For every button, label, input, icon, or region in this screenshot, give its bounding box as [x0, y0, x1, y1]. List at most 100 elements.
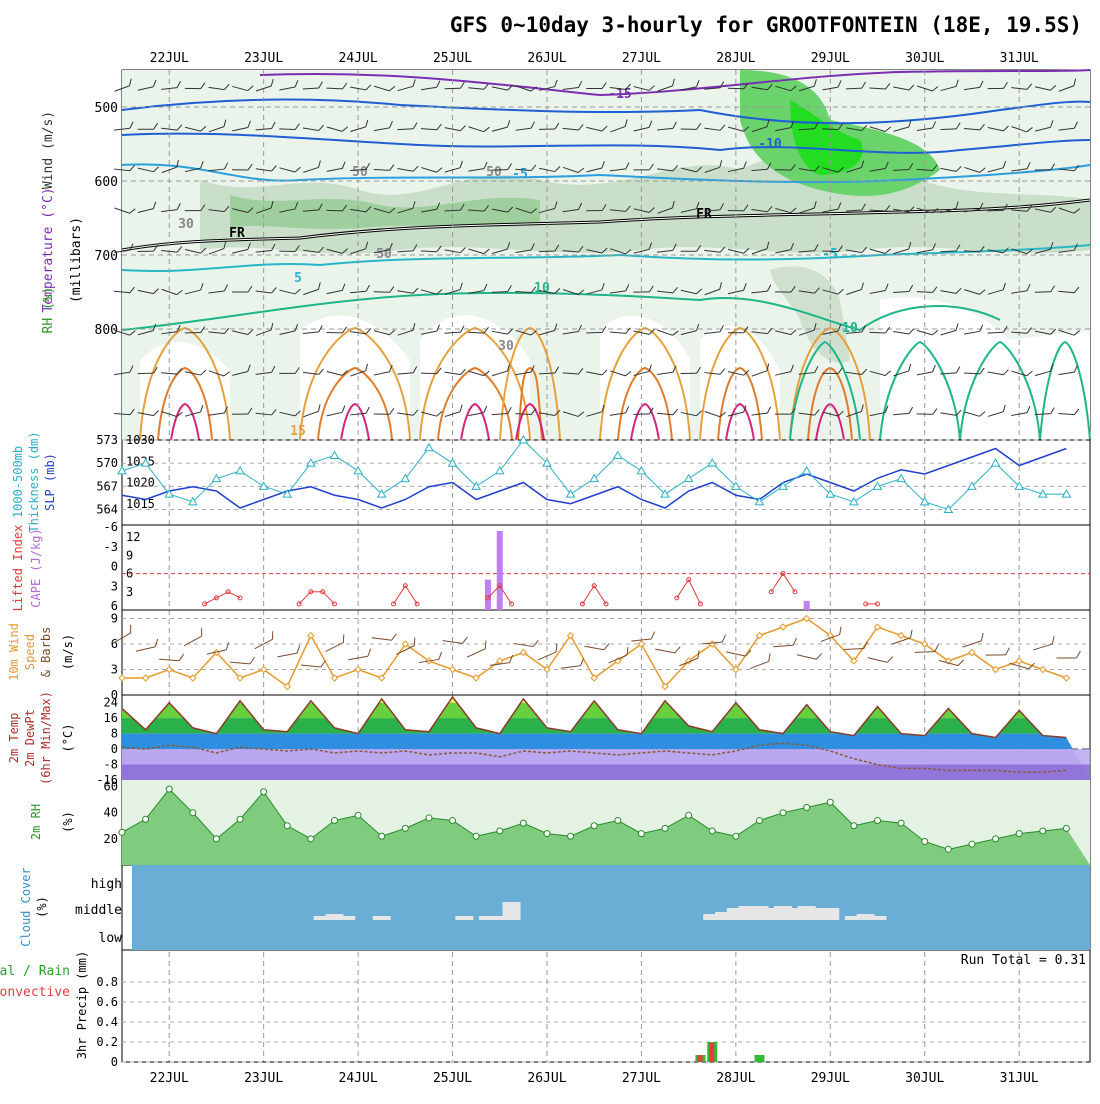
thickness-point [992, 459, 1000, 466]
cape-panel-frame [122, 525, 1090, 610]
wind10-tick-label: 9 [111, 612, 118, 626]
wind10-barb [868, 651, 893, 664]
wind10-barb-shaft [561, 666, 581, 668]
isotherm-label: 10 [534, 281, 550, 296]
top-day-label: 28JUL [716, 51, 755, 66]
rh2m-point [520, 820, 526, 826]
rh2m-point [166, 786, 172, 792]
rh2m-tick-label: 40 [104, 806, 118, 820]
wind10-barb [726, 645, 751, 657]
lifted-index-label: Lifted Index [11, 525, 25, 612]
wind10-barb-shaft [184, 636, 201, 646]
lifted-index-tick-label: 3 [111, 579, 118, 593]
temp-label-3: (6hr Min/Max) [39, 691, 53, 785]
barb-shaft [940, 129, 956, 130]
wind10-barb-shaft [797, 655, 816, 659]
wind10-barb [181, 628, 205, 646]
rh2m-point [804, 804, 810, 810]
temp-label-1: 2m Temp [7, 713, 21, 764]
bottom-day-label: 27JUL [622, 1071, 661, 1086]
lifted-index-tick-label: 0 [111, 560, 118, 574]
lifted-index-segment [677, 580, 689, 598]
cape-bar [804, 601, 810, 610]
wind10-barb [748, 653, 773, 668]
upper-wind-label: Wind (m/s) [41, 111, 56, 189]
cloud-level-low: low [99, 931, 123, 946]
temp-label-4: (°C) [61, 724, 75, 753]
wind10-barb [230, 655, 255, 664]
bottom-day-label: 26JUL [527, 1071, 566, 1086]
top-day-label: 30JUL [905, 51, 944, 66]
barb-shaft [445, 88, 461, 89]
wind10-barb-flag [533, 640, 538, 648]
wind10-barb-flag [722, 635, 727, 642]
wind10-speed-point [119, 675, 125, 681]
wind10-barb [159, 652, 183, 661]
thickness-tick-label: 570 [96, 456, 118, 470]
rh2m-label: 2m RH [29, 804, 43, 840]
wind10-barb-shaft [584, 646, 604, 649]
bottom-day-label: 23JUL [244, 1071, 283, 1086]
wind10-barb-flag [934, 645, 938, 652]
wind10-barb [301, 658, 326, 667]
wind10-barb-shaft [230, 662, 250, 664]
wind10-barb-flag [250, 657, 255, 664]
rh2m-point [615, 818, 621, 824]
wind10-barb-shaft [868, 658, 887, 663]
wind10-speed-point [331, 675, 337, 681]
cloud-middle-bar [869, 916, 887, 920]
cloud-unit: (%) [35, 896, 49, 918]
wind10-barb [322, 634, 347, 651]
cape-tick-label: 9 [126, 548, 133, 562]
precip-tick-label: 0.8 [96, 975, 118, 989]
wind10-barb-shaft [301, 665, 321, 667]
cloud-level-middle: middle [75, 903, 122, 918]
thickness-label-1: 1000-500mb [11, 446, 25, 518]
isotherm-label: FR [696, 207, 712, 222]
rh2m-point [898, 820, 904, 826]
rh2m-point [143, 816, 149, 822]
thickness-point [685, 475, 693, 482]
barb-shaft [138, 373, 154, 374]
thickness-point [637, 467, 645, 474]
thickness-point [354, 467, 362, 474]
rh2m-point [969, 841, 975, 847]
wind10-barb [513, 637, 538, 648]
wind10-barb-flag [154, 639, 159, 647]
rh2m-point [119, 829, 125, 835]
barb-shaft [539, 251, 555, 252]
run-total: Run Total = 0.31 [961, 953, 1086, 968]
pressure-tick-label: 700 [95, 249, 118, 264]
bottom-day-label: 22JUL [150, 1071, 189, 1086]
wind10-barb-shaft [136, 647, 155, 651]
wind10-speed-point [308, 633, 314, 639]
slp-tick-label: 1030 [126, 433, 155, 447]
thickness-tick-label: 567 [96, 479, 118, 493]
wind10-barb-flag [766, 653, 772, 661]
rh2m-point [473, 833, 479, 839]
bottom-day-label: 24JUL [339, 1071, 378, 1086]
thickness-point [897, 475, 905, 482]
wind10-barb-flag [1076, 651, 1080, 658]
cloud-middle-bar [503, 902, 521, 920]
cloud-label: Cloud Cover [19, 867, 33, 946]
wind10-barb-flag [908, 630, 914, 638]
barb-shaft [870, 332, 886, 333]
wind10-barb-flag [321, 660, 326, 667]
top-day-label: 24JUL [339, 51, 378, 66]
precip-label-conv: Convective [0, 985, 70, 1000]
wind10-speed-point [1016, 658, 1022, 664]
thickness-tick-label: 564 [96, 503, 118, 517]
barb-shaft [492, 170, 508, 171]
precip-label-unit: 3hr Precip (mm) [75, 951, 89, 1059]
lifted-index-segment [582, 586, 594, 604]
upper-rh-label: RH (%) [41, 287, 56, 334]
wind10-barb-flag [127, 625, 134, 633]
isotherm-label: 50 [352, 165, 368, 180]
thickness-point [449, 459, 457, 466]
thickness-label-2: Thickness (dm) [27, 431, 41, 532]
bottom-day-label: 25JUL [433, 1071, 472, 1086]
wind10-barb-flag [198, 628, 205, 636]
wind10-barb [1056, 651, 1080, 658]
